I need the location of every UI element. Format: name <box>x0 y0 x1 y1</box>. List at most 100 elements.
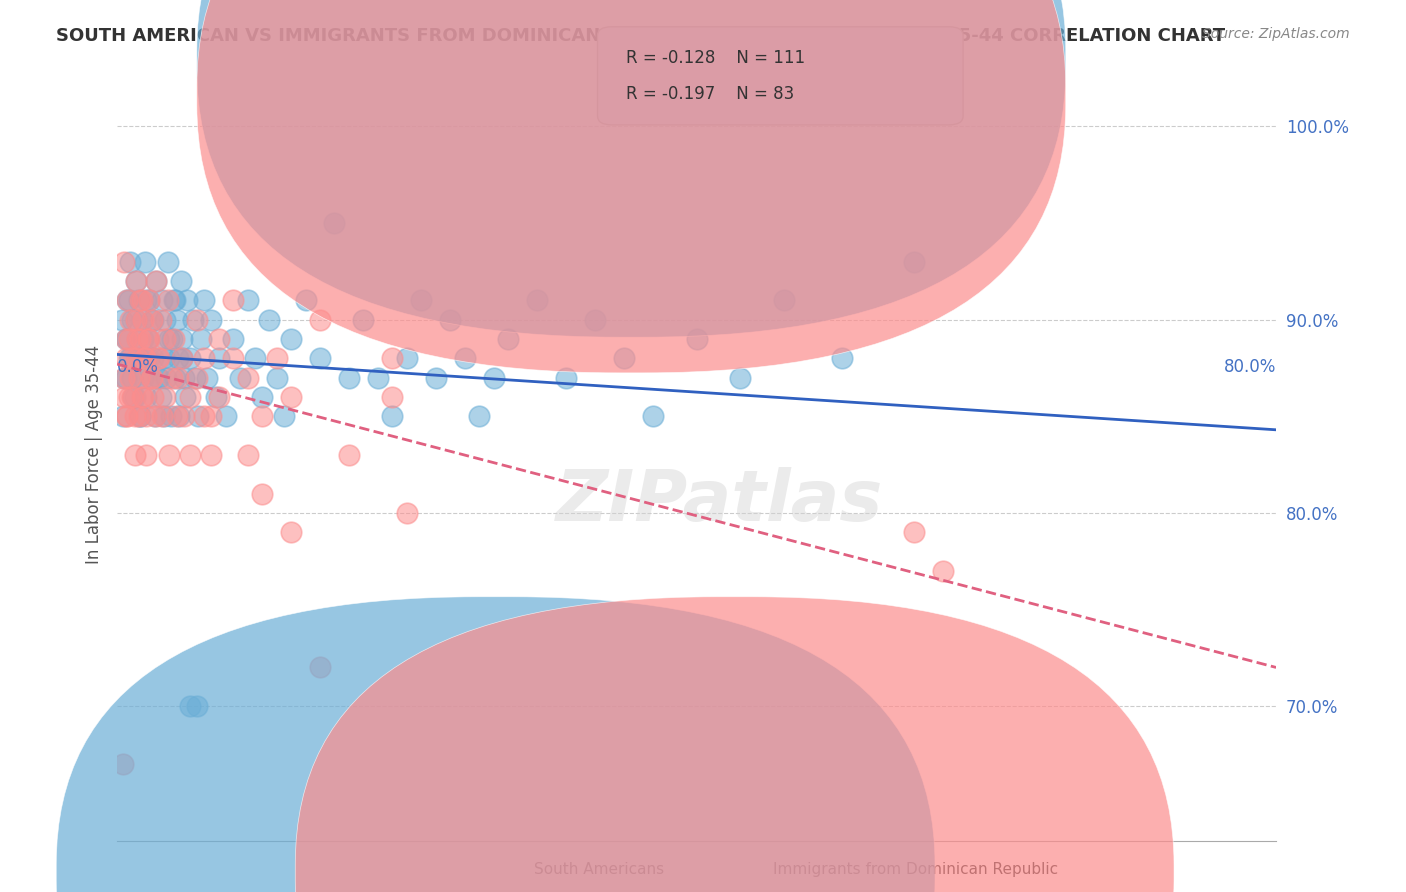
Point <box>152 409 174 424</box>
Point <box>135 351 157 366</box>
Point <box>163 293 186 308</box>
Point <box>179 351 201 366</box>
Point <box>138 332 160 346</box>
Point <box>136 332 159 346</box>
Point <box>250 390 273 404</box>
Point <box>139 370 162 384</box>
Point <box>181 312 204 326</box>
Text: 0.0%: 0.0% <box>117 359 159 376</box>
Point <box>172 351 194 366</box>
Point <box>129 409 152 424</box>
Point <box>169 409 191 424</box>
Point <box>294 293 316 308</box>
Point <box>131 312 153 326</box>
Point <box>127 332 149 346</box>
Text: R = -0.197    N = 83: R = -0.197 N = 83 <box>626 85 794 103</box>
Point <box>186 370 208 384</box>
Point <box>139 370 162 384</box>
Point <box>128 351 150 366</box>
Point <box>207 390 229 404</box>
Point <box>132 312 155 326</box>
Point <box>141 312 163 326</box>
Point <box>153 332 176 346</box>
Point <box>179 390 201 404</box>
Point <box>167 370 190 384</box>
Point <box>162 370 184 384</box>
Point <box>526 293 548 308</box>
Point <box>903 525 925 540</box>
Point <box>135 390 157 404</box>
Point <box>131 293 153 308</box>
Point <box>142 390 165 404</box>
Point <box>583 312 606 326</box>
Point <box>152 351 174 366</box>
Point <box>200 312 222 326</box>
Point <box>146 332 169 346</box>
Point <box>353 312 375 326</box>
Y-axis label: In Labor Force | Age 35-44: In Labor Force | Age 35-44 <box>86 345 103 565</box>
Point <box>166 409 188 424</box>
Point <box>145 274 167 288</box>
Point <box>155 370 177 384</box>
Point <box>111 409 134 424</box>
Point <box>439 312 461 326</box>
Point <box>395 351 418 366</box>
Point <box>259 312 281 326</box>
Point <box>150 293 173 308</box>
Point <box>142 312 165 326</box>
Point <box>250 486 273 500</box>
Point <box>193 409 215 424</box>
Point <box>143 409 166 424</box>
Point <box>138 293 160 308</box>
Point <box>115 351 138 366</box>
Point <box>728 370 751 384</box>
Point <box>685 332 707 346</box>
Point <box>381 351 404 366</box>
Point <box>117 409 139 424</box>
Text: SOUTH AMERICAN VS IMMIGRANTS FROM DOMINICAN REPUBLIC IN LABOR FORCE | AGE 35-44 : SOUTH AMERICAN VS IMMIGRANTS FROM DOMINI… <box>56 27 1226 45</box>
Point <box>280 332 302 346</box>
Point <box>115 409 138 424</box>
Point <box>120 351 142 366</box>
Point <box>121 312 143 326</box>
Point <box>280 390 302 404</box>
Point <box>120 312 142 326</box>
Point <box>125 312 148 326</box>
Text: Immigrants from Dominican Republic: Immigrants from Dominican Republic <box>773 863 1059 877</box>
Point <box>159 409 181 424</box>
Point <box>122 390 145 404</box>
Point <box>184 370 207 384</box>
Point <box>117 332 139 346</box>
Point <box>124 448 146 462</box>
Point <box>337 448 360 462</box>
Point <box>200 409 222 424</box>
Point <box>131 390 153 404</box>
Text: South Americans: South Americans <box>534 863 665 877</box>
Point <box>129 293 152 308</box>
Point <box>381 390 404 404</box>
Point <box>121 390 143 404</box>
Point <box>114 370 136 384</box>
Point <box>179 448 201 462</box>
Point <box>124 409 146 424</box>
Point <box>157 332 180 346</box>
Point <box>498 332 520 346</box>
Point <box>555 370 578 384</box>
Point <box>643 409 665 424</box>
Point <box>236 293 259 308</box>
Point <box>222 332 245 346</box>
Point <box>163 332 186 346</box>
Point <box>117 293 139 308</box>
Point <box>114 390 136 404</box>
Point <box>125 312 148 326</box>
Point <box>125 274 148 288</box>
Point <box>186 312 208 326</box>
Point <box>128 370 150 384</box>
Point <box>903 254 925 268</box>
Point <box>132 332 155 346</box>
Point <box>143 409 166 424</box>
Point <box>215 409 238 424</box>
Text: Source: ZipAtlas.com: Source: ZipAtlas.com <box>1202 27 1350 41</box>
Point <box>165 370 187 384</box>
Point <box>482 370 505 384</box>
